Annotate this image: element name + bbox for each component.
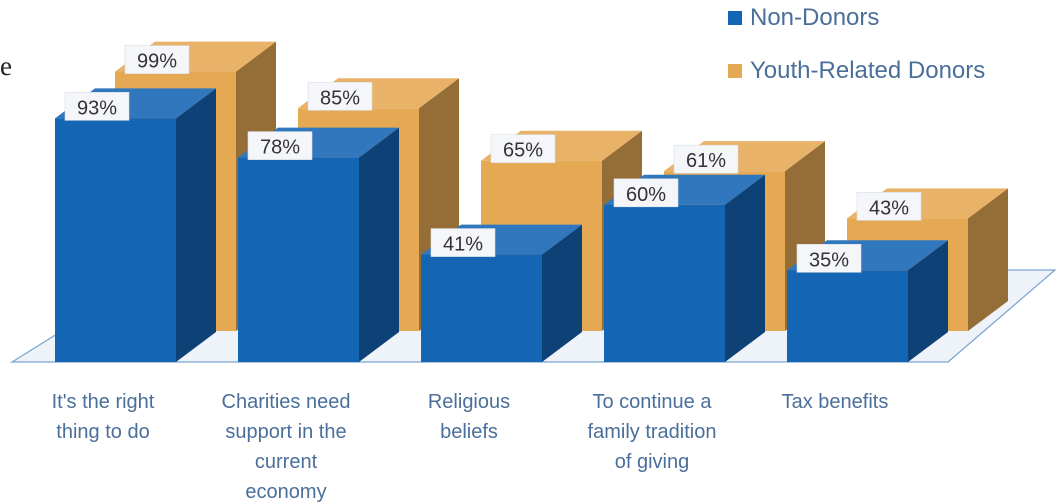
bar-non-donors-2	[421, 254, 542, 362]
data-label-non-donors-0: 93%	[77, 97, 117, 119]
data-label-youth-related-donors-4: 43%	[869, 197, 909, 219]
data-label-youth-related-donors-0: 99%	[137, 51, 177, 73]
bar-non-donors-3	[604, 204, 725, 362]
data-label-box-youth-related-donors-1	[307, 82, 373, 111]
data-label-box-non-donors-0	[64, 92, 130, 121]
data-label-box-youth-related-donors-4	[856, 192, 922, 221]
data-label-non-donors-3: 60%	[626, 184, 666, 206]
bar-non-donors-4	[787, 270, 908, 362]
data-label-box-youth-related-donors-0	[124, 45, 190, 74]
data-label-box-non-donors-2	[430, 228, 496, 257]
chart-legend: Non-Donors Youth-Related Donors	[728, 4, 985, 110]
legend-swatch-non-donors	[728, 10, 742, 25]
data-label-box-youth-related-donors-3	[673, 144, 739, 174]
data-label-non-donors-2: 41%	[443, 234, 483, 256]
bar-non-donors-1	[238, 157, 359, 362]
legend-item-youth-related-donors[interactable]: Youth-Related Donors	[728, 57, 985, 84]
bar-side-non-donors-0	[176, 88, 216, 362]
category-label-4: Tax benefits	[782, 391, 889, 413]
bar-side-youth-related-donors-4	[968, 188, 1008, 331]
data-label-youth-related-donors-2: 65%	[503, 140, 543, 162]
category-label-0: It's the right thing to do	[52, 391, 155, 443]
category-label-1: Charities need support in the current econo…	[222, 391, 351, 502]
data-label-youth-related-donors-3: 61%	[686, 150, 726, 172]
data-label-box-non-donors-3	[613, 178, 679, 208]
data-label-box-non-donors-4	[796, 244, 862, 273]
bar-side-non-donors-1	[359, 127, 399, 362]
category-label-2: Religious beliefs	[428, 391, 510, 443]
bar-non-donors-0	[55, 118, 176, 362]
legend-swatch-youth-related-donors	[728, 63, 742, 78]
bar-side-non-donors-3	[725, 174, 765, 362]
data-label-non-donors-4: 35%	[809, 249, 849, 271]
category-label-3: To continue a family tradition of giving	[588, 391, 717, 473]
data-label-youth-related-donors-1: 85%	[320, 87, 360, 109]
bar-side-non-donors-4	[908, 240, 948, 362]
legend-label-youth-related-donors: Youth-Related Donors	[750, 56, 986, 84]
data-label-non-donors-1: 78%	[260, 137, 300, 159]
stray-text-fragment: e	[0, 51, 12, 81]
legend-item-non-donors[interactable]: Non-Donors	[728, 4, 985, 31]
data-label-box-youth-related-donors-2	[490, 134, 556, 163]
legend-label-non-donors: Non-Donors	[750, 3, 880, 31]
bar-side-non-donors-2	[542, 224, 582, 362]
data-label-box-non-donors-1	[247, 131, 313, 160]
